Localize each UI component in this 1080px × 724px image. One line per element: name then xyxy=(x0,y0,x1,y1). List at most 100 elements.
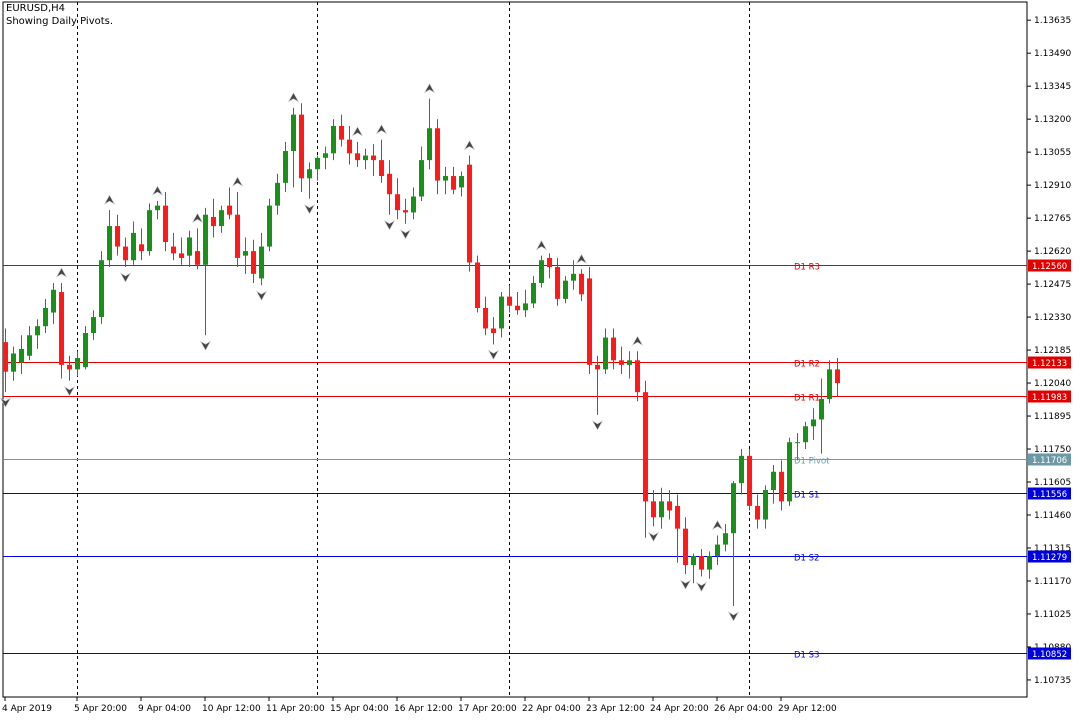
candle-body xyxy=(827,369,832,399)
y-tick-label: 1.11460 xyxy=(1034,511,1071,521)
candle-body xyxy=(651,501,656,518)
candle-body xyxy=(619,360,624,365)
candle-body xyxy=(483,307,488,329)
fractal-up-icon xyxy=(151,185,164,196)
y-tick-label: 1.11315 xyxy=(1034,544,1071,554)
y-tick-label: 1.12185 xyxy=(1034,346,1071,356)
fractal-up-icon xyxy=(287,92,300,103)
price-tag-box xyxy=(1028,356,1071,369)
candle-body xyxy=(91,317,96,334)
candle-body xyxy=(531,282,536,304)
candle-body xyxy=(147,210,152,252)
y-tick-label: 1.12765 xyxy=(1034,214,1071,224)
x-tick-label: 16 Apr 12:00 xyxy=(394,704,453,714)
price-tag-label: 1.11706 xyxy=(1032,456,1067,466)
candle-body xyxy=(459,176,464,188)
candle-body xyxy=(139,244,144,252)
candle-body xyxy=(323,153,328,158)
y-tick-label: 1.13055 xyxy=(1034,148,1071,158)
candle-body xyxy=(299,114,304,179)
candle-body xyxy=(123,246,128,261)
x-tick-label: 5 Apr 20:00 xyxy=(74,704,127,714)
candle-body xyxy=(35,326,40,336)
indicator-subtitle: Showing Daily Pivots. xyxy=(6,16,114,27)
candle-body xyxy=(683,528,688,566)
candle-body xyxy=(219,210,224,227)
price-tag-box xyxy=(1028,647,1071,660)
candle-body xyxy=(403,210,408,213)
candle-body xyxy=(563,280,568,299)
candle-body xyxy=(243,251,248,256)
candle-body xyxy=(131,232,136,261)
y-tick-label: 1.11895 xyxy=(1034,412,1071,422)
candle-body xyxy=(603,337,608,370)
candle-body xyxy=(667,501,672,511)
candle-body xyxy=(723,533,728,545)
price-tag-box xyxy=(1028,453,1071,466)
candle-body xyxy=(627,360,632,365)
fractal-up-icon xyxy=(231,176,244,187)
x-tick-label: 29 Apr 12:00 xyxy=(778,704,837,714)
candle-body xyxy=(659,501,664,518)
candle-body xyxy=(819,398,824,420)
price-tag-label: 1.11556 xyxy=(1032,490,1067,500)
candle-body xyxy=(571,273,576,281)
y-tick-label: 1.12040 xyxy=(1034,379,1071,389)
candle-body xyxy=(611,337,616,361)
candle-body xyxy=(187,237,192,256)
candle-body xyxy=(755,505,760,520)
price-tag-box xyxy=(1028,487,1071,500)
pivot-line-label: D1 R2 xyxy=(794,360,820,370)
candle-body xyxy=(195,251,200,265)
candle-body xyxy=(75,358,80,370)
pivot-line-label: D1 S1 xyxy=(794,491,819,501)
candle-body xyxy=(675,505,680,529)
candle-body xyxy=(779,471,784,502)
candle-body xyxy=(339,125,344,140)
candle-body xyxy=(115,226,120,247)
price-tag-box xyxy=(1028,390,1071,403)
fractal-down-icon xyxy=(199,340,212,351)
candle-body xyxy=(763,489,768,520)
x-tick-label: 26 Apr 04:00 xyxy=(714,704,773,714)
candle-body xyxy=(451,176,456,190)
y-tick-label: 1.12330 xyxy=(1034,313,1071,323)
fractal-down-icon xyxy=(0,397,12,408)
y-tick-label: 1.11170 xyxy=(1034,577,1071,587)
candle-body xyxy=(635,360,640,393)
y-tick-label: 1.12620 xyxy=(1034,247,1071,257)
candle-body xyxy=(835,369,840,384)
candle-body xyxy=(699,555,704,570)
x-tick-label: 9 Apr 04:00 xyxy=(138,704,191,714)
fractal-up-icon xyxy=(375,124,388,135)
x-tick-label: 15 Apr 04:00 xyxy=(330,704,389,714)
fractal-up-icon xyxy=(103,194,116,205)
candle-body xyxy=(251,251,256,274)
candle-body xyxy=(363,155,368,161)
y-tick-label: 1.11605 xyxy=(1034,478,1071,488)
candle-body xyxy=(507,296,512,306)
price-tag-label: 1.12560 xyxy=(1032,262,1067,272)
fractal-up-icon xyxy=(711,519,724,531)
candle-body xyxy=(811,419,816,427)
candle-body xyxy=(331,125,336,154)
fractal-up-icon xyxy=(55,267,68,278)
candle-body xyxy=(491,328,496,334)
fractal-down-icon xyxy=(647,531,660,542)
pivot-line-label: D1 Pivot xyxy=(794,457,830,467)
fractal-down-icon xyxy=(63,385,76,397)
pivot-line-label: D1 S3 xyxy=(794,651,819,661)
candle-body xyxy=(731,483,736,534)
candle-body xyxy=(235,214,240,258)
candle-body xyxy=(443,176,448,181)
candle-body xyxy=(355,153,360,161)
price-tag-box xyxy=(1028,259,1071,272)
candle-body xyxy=(739,455,744,484)
candle-body xyxy=(523,303,528,311)
candle-body xyxy=(259,246,264,279)
price-tag-label: 1.10852 xyxy=(1032,650,1067,660)
candle-body xyxy=(547,257,552,268)
candle-body xyxy=(291,114,296,152)
